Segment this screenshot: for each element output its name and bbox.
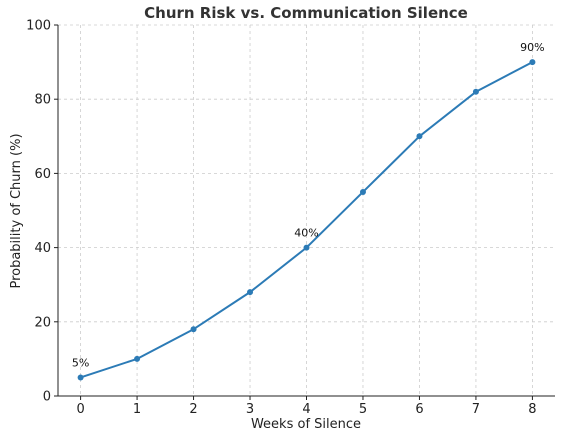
y-axis-label: Probability of Churn (%) bbox=[9, 133, 24, 288]
x-tick-label: 5 bbox=[359, 402, 367, 417]
x-tick-label: 6 bbox=[415, 402, 423, 417]
data-point bbox=[529, 59, 536, 66]
x-ticks: 0 1 2 3 4 5 6 7 8 bbox=[76, 396, 537, 417]
y-tick-label: 100 bbox=[26, 19, 51, 34]
x-tick-label: 8 bbox=[528, 402, 536, 417]
data-point bbox=[190, 326, 197, 333]
y-tick-label: 80 bbox=[34, 93, 51, 108]
x-tick-label: 3 bbox=[246, 402, 254, 417]
series bbox=[77, 59, 536, 381]
data-point bbox=[247, 289, 254, 296]
x-axis-label: Weeks of Silence bbox=[251, 417, 361, 432]
annotations: 5% 40% 90% bbox=[72, 41, 545, 369]
data-label: 40% bbox=[294, 227, 318, 240]
data-point bbox=[472, 88, 479, 95]
x-tick-label: 0 bbox=[76, 402, 84, 417]
chart-title: Churn Risk vs. Communication Silence bbox=[144, 4, 468, 22]
y-tick-label: 60 bbox=[34, 167, 51, 182]
y-tick-label: 0 bbox=[43, 390, 51, 405]
x-tick-label: 4 bbox=[302, 402, 310, 417]
data-point bbox=[359, 188, 366, 195]
data-point bbox=[77, 374, 84, 381]
data-point bbox=[134, 355, 141, 362]
x-tick-label: 2 bbox=[189, 402, 197, 417]
data-label: 5% bbox=[72, 356, 89, 369]
x-tick-label: 1 bbox=[133, 402, 141, 417]
x-tick-label: 7 bbox=[472, 402, 480, 417]
data-point bbox=[303, 244, 310, 251]
y-tick-label: 40 bbox=[34, 241, 51, 256]
data-point bbox=[416, 133, 423, 140]
grid bbox=[58, 24, 555, 397]
y-ticks: 0 20 40 60 80 100 bbox=[26, 19, 58, 405]
data-label: 90% bbox=[520, 41, 544, 54]
y-tick-label: 20 bbox=[34, 315, 51, 330]
